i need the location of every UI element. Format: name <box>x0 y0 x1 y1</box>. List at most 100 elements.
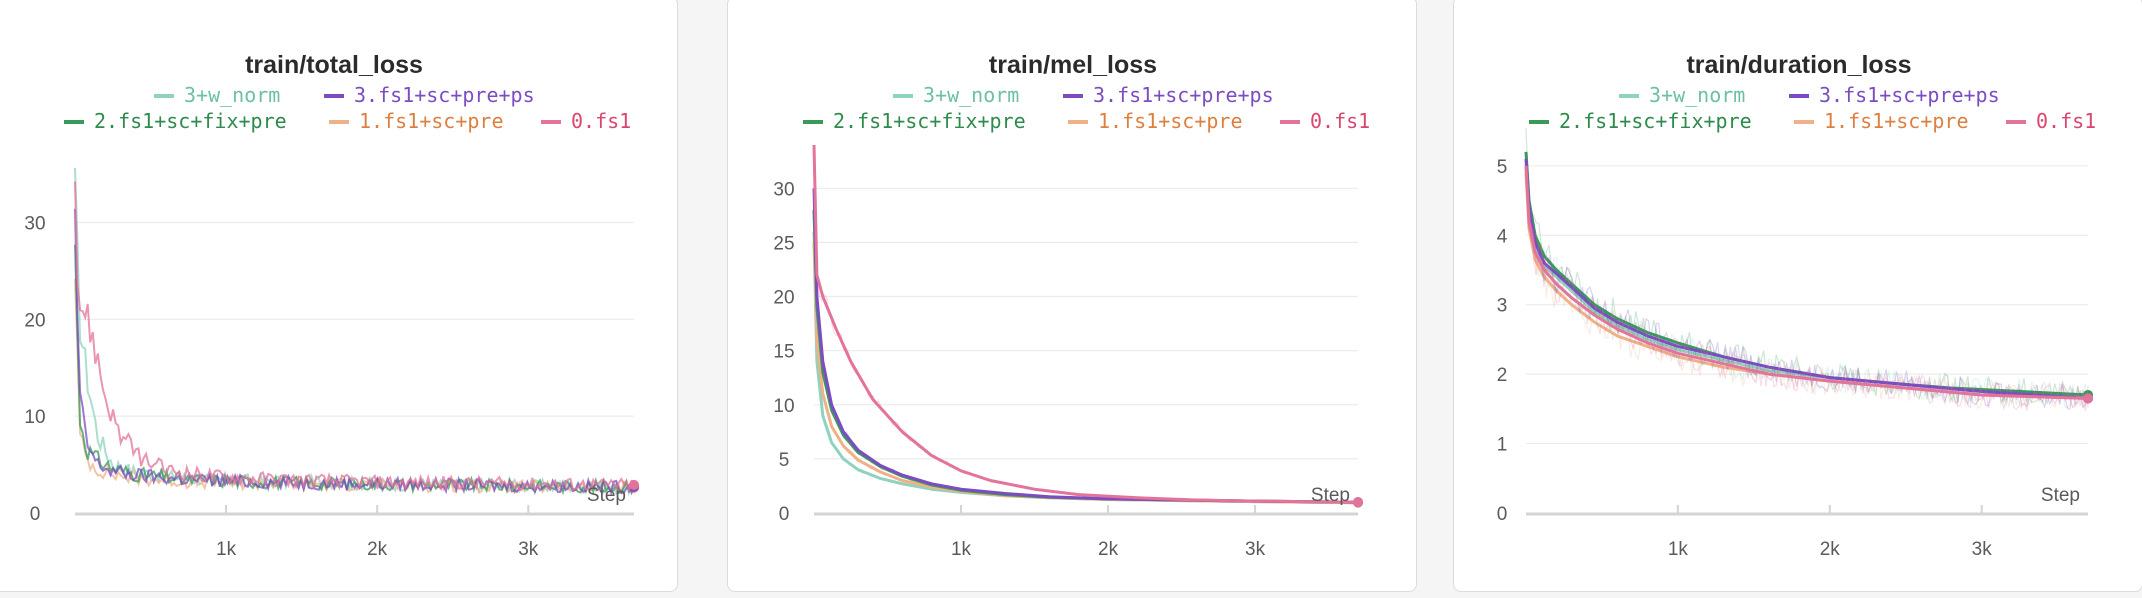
series-line[interactable] <box>1524 158 2089 400</box>
y-tick-label: 10 <box>773 396 794 417</box>
series-raw-line <box>1525 167 2089 412</box>
y-tick-label: 5 <box>1497 157 1508 178</box>
series-raw-line <box>1525 165 2089 410</box>
chart-panel-total-loss[interactable]: train/total_loss 3+w_norm 3.fs1+sc+pre+ps 2… <box>0 0 678 592</box>
y-tick-label: 0 <box>30 504 41 525</box>
series-3-w-norm <box>74 167 639 497</box>
legend-item-3-w-norm[interactable]: 3+w_norm <box>154 83 280 107</box>
y-tick-label: 4 <box>1497 226 1508 247</box>
series-3-fs1-sc-pre-ps <box>74 208 639 496</box>
series-raw-line <box>813 173 1359 504</box>
series-2-fs1-sc-fix-pre <box>1524 128 2093 406</box>
x-tick-label: 3k <box>1245 539 1266 560</box>
x-tick-label: 1k <box>1668 539 1689 560</box>
y-tick-label: 10 <box>24 407 45 428</box>
legend-item-3-w-norm[interactable]: 3+w_norm <box>1619 83 1745 107</box>
chart-title: train/duration_loss <box>1686 51 1911 79</box>
chart-svg: train/duration_loss 3+w_norm 3.fs1+sc+pre+… <box>1497 51 2097 560</box>
legend-item-2-fs1-sc-fix-pre[interactable]: 2.fs1+sc+fix+pre <box>64 109 287 133</box>
x-tick-label: 2k <box>367 539 388 560</box>
series-3-w-norm <box>812 242 1363 508</box>
y-tick-label: 25 <box>773 233 794 254</box>
y-tick-label: 20 <box>24 310 45 331</box>
series-raw-line <box>74 181 635 494</box>
x-tick-label: 2k <box>1820 539 1841 560</box>
chart-svg: train/total_loss 3+w_norm 3.fs1+sc+pre+ps 2… <box>24 51 639 560</box>
legend-item-0-fs1[interactable]: 0.fs1 <box>541 109 631 133</box>
x-tick-label: 1k <box>951 539 972 560</box>
x-tick-label: 2k <box>1098 539 1119 560</box>
legend-item-1-fs1-sc-pre[interactable]: 1.fs1+sc+pre <box>1794 109 1969 133</box>
series-line[interactable] <box>812 231 1359 505</box>
legend-label: 3+w_norm <box>184 83 280 107</box>
chart-title: train/total_loss <box>245 51 423 79</box>
series-end-point[interactable] <box>1353 497 1363 508</box>
series-raw-line <box>74 244 635 496</box>
legend-label: 2.fs1+sc+fix+pre <box>1559 109 1752 133</box>
x-tick-label: 3k <box>518 539 539 560</box>
legend-label: 0.fs1 <box>1310 109 1370 133</box>
chart-panel-duration-loss[interactable]: train/duration_loss 3+w_norm 3.fs1+sc+pre+… <box>1453 0 2142 592</box>
y-tick-label: 0 <box>779 504 790 525</box>
series-line[interactable] <box>1524 151 2089 397</box>
series-2-fs1-sc-fix-pre <box>812 204 1363 508</box>
y-tick-label: 30 <box>773 179 794 200</box>
legend-label: 3+w_norm <box>1649 83 1745 107</box>
x-axis-label: Step <box>587 485 626 506</box>
legend-item-3-fs1-sc-pre-ps[interactable]: 3.fs1+sc+pre+ps <box>1789 83 2000 107</box>
series-line[interactable] <box>1524 172 2089 400</box>
series-0-fs1 <box>74 181 639 494</box>
legend-label: 1.fs1+sc+pre <box>359 109 504 133</box>
legend-label: 3+w_norm <box>923 83 1019 107</box>
chart-title: train/mel_loss <box>989 51 1157 79</box>
series-raw-line <box>1525 175 2089 410</box>
legend-label: 3.fs1+sc+pre+ps <box>1819 83 2000 107</box>
legend-item-0-fs1[interactable]: 0.fs1 <box>1280 109 1370 133</box>
chart-panel-mel-loss[interactable]: train/mel_loss 3+w_norm 3.fs1+sc+pre+ps 2.f… <box>727 0 1417 592</box>
legend-label: 0.fs1 <box>571 109 631 133</box>
series-line[interactable] <box>1524 165 2089 397</box>
x-axis-label: Step <box>2041 485 2080 506</box>
series-3-fs1-sc-pre-ps <box>812 173 1363 508</box>
y-tick-label: 20 <box>773 288 794 309</box>
legend-label: 1.fs1+sc+pre <box>1824 109 1969 133</box>
series-line[interactable] <box>812 188 1359 504</box>
legend-item-2-fs1-sc-fix-pre[interactable]: 2.fs1+sc+fix+pre <box>1529 109 1752 133</box>
y-tick-label: 30 <box>24 213 45 234</box>
series-end-point[interactable] <box>2083 393 2093 404</box>
legend-label: 2.fs1+sc+fix+pre <box>833 109 1026 133</box>
y-tick-label: 1 <box>1497 435 1508 456</box>
series-1-fs1-sc-pre <box>74 278 639 496</box>
legend-item-3-w-norm[interactable]: 3+w_norm <box>893 83 1019 107</box>
y-tick-label: 0 <box>1497 504 1508 525</box>
legend-item-1-fs1-sc-pre[interactable]: 1.fs1+sc+pre <box>1068 109 1243 133</box>
legend-label: 3.fs1+sc+pre+ps <box>354 83 535 107</box>
legend-item-3-fs1-sc-pre-ps[interactable]: 3.fs1+sc+pre+ps <box>1063 83 1274 107</box>
series-0-fs1 <box>812 144 1363 508</box>
legend-label: 0.fs1 <box>2036 109 2096 133</box>
series-0-fs1 <box>1524 165 2093 412</box>
legend-item-1-fs1-sc-pre[interactable]: 1.fs1+sc+pre <box>329 109 504 133</box>
y-tick-label: 15 <box>773 342 794 363</box>
series-raw-line <box>74 167 635 497</box>
y-tick-label: 5 <box>779 450 790 471</box>
legend-label: 3.fs1+sc+pre+ps <box>1093 83 1274 107</box>
series-raw-line <box>1525 128 2089 406</box>
series-line[interactable] <box>1524 165 2089 400</box>
legend-item-0-fs1[interactable]: 0.fs1 <box>2006 109 2096 133</box>
legend-label: 2.fs1+sc+fix+pre <box>94 109 287 133</box>
series-raw-line <box>813 252 1359 504</box>
series-raw-line <box>813 154 1359 504</box>
legend-item-2-fs1-sc-fix-pre[interactable]: 2.fs1+sc+fix+pre <box>803 109 1026 133</box>
y-tick-label: 3 <box>1497 296 1508 317</box>
series-raw-line <box>813 234 1359 504</box>
x-axis-label: Step <box>1311 485 1350 506</box>
series-1-fs1-sc-pre <box>812 231 1363 508</box>
series-end-point[interactable] <box>629 479 639 490</box>
legend-item-3-fs1-sc-pre-ps[interactable]: 3.fs1+sc+pre+ps <box>324 83 535 107</box>
series-line[interactable] <box>812 144 1359 504</box>
series-line[interactable] <box>812 242 1359 505</box>
y-tick-label: 2 <box>1497 365 1508 386</box>
series-raw-line <box>74 278 635 496</box>
x-tick-label: 3k <box>1972 539 1993 560</box>
